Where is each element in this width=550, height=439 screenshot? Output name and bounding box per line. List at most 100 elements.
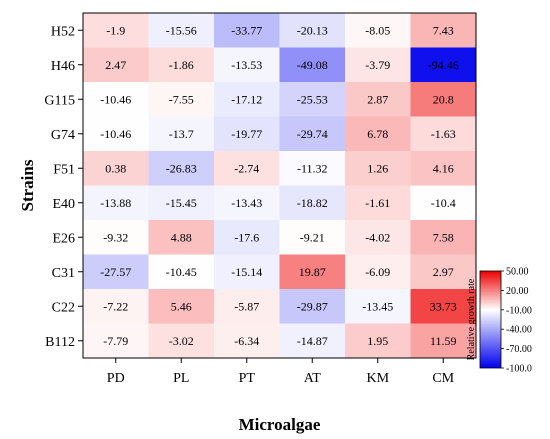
colorbar-tick-label: 50.00 [506, 267, 529, 278]
cell-value-label: -10.4 [431, 196, 456, 210]
heatmap-cells: -1.9 -15.56 -33.77 -20.13 -8.05 7.43 2.47 -1.86… [83, 13, 477, 359]
heatmap-cell [214, 82, 280, 117]
cell-value-label: 7.58 [433, 230, 454, 244]
cell-value-label: -6.09 [365, 265, 390, 279]
heatmap-cell [83, 185, 149, 221]
cell-value-label: -13.88 [100, 196, 131, 210]
cell-value-label: -4.02 [365, 230, 390, 244]
heatmap-cell [410, 151, 477, 186]
cell-value-label: -9.21 [300, 230, 325, 244]
heatmap-cell [83, 13, 149, 48]
heatmap-cell [214, 116, 280, 152]
heatmap-cell [410, 13, 477, 48]
cell-value-label: -13.45 [362, 299, 393, 313]
cell-value-label: 1.95 [367, 334, 388, 348]
cell-value-label: -10.46 [100, 127, 131, 141]
cell-value-label: -29.74 [297, 127, 328, 141]
cell-value-label: -3.79 [365, 58, 390, 72]
cell-value-label: -17.6 [234, 230, 259, 244]
cell-value-label: 33.73 [430, 299, 457, 313]
y-tick-label: F51 [53, 162, 75, 177]
heatmap-cell [148, 289, 215, 324]
cell-value-label: -18.82 [297, 196, 328, 210]
cell-value-label: -1.86 [169, 58, 194, 72]
cell-value-label: -1.61 [365, 196, 390, 210]
heatmap-cell [83, 82, 149, 117]
heatmap-cell [345, 323, 411, 359]
cell-value-label: 6.78 [367, 127, 388, 141]
heatmap-cell [279, 116, 346, 152]
cell-value-label: 0.38 [105, 161, 126, 175]
heatmap-cell [148, 13, 215, 48]
heatmap-cell [148, 82, 215, 117]
heatmap-cell [410, 116, 477, 152]
cell-value-label: -7.55 [169, 92, 194, 106]
cell-value-label: 2.47 [105, 58, 126, 72]
y-tick-label: E26 [52, 231, 75, 246]
heatmap-cell [148, 116, 215, 152]
heatmap-cell [83, 323, 149, 359]
heatmap-cell [83, 254, 149, 290]
heatmap-cell [214, 289, 280, 324]
y-axis-ticks: H52 H46 G115 G74 F51 E40 E26 C31 C22 B112 [44, 24, 83, 350]
heatmap-cell [83, 220, 149, 255]
colorbar-tick-label: -100.0 [506, 364, 532, 375]
cell-value-label: -17.12 [231, 92, 262, 106]
heatmap-cell [410, 47, 477, 83]
heatmap-cell [345, 47, 411, 83]
x-tick-label: AT [304, 371, 322, 386]
heatmap-cell [148, 254, 215, 290]
heatmap-cell [279, 185, 346, 221]
cell-value-label: -10.45 [166, 265, 197, 279]
heatmap-cell [148, 185, 215, 221]
heatmap-cell [279, 289, 346, 324]
cell-value-label: -11.32 [297, 161, 328, 175]
y-tick-label: C22 [52, 300, 75, 315]
cell-value-label: -10.46 [100, 92, 131, 106]
heatmap-cell [345, 116, 411, 152]
heatmap-cell [345, 82, 411, 117]
cell-value-label: 11.59 [430, 334, 457, 348]
cell-value-label: 20.8 [433, 92, 454, 106]
cell-value-label: -2.74 [234, 161, 259, 175]
colorbar-tick-label: 20.00 [506, 286, 529, 297]
cell-value-label: 2.87 [367, 92, 388, 106]
cell-value-label: -15.56 [166, 23, 197, 37]
cell-value-label: -33.77 [231, 23, 262, 37]
cell-value-label: -7.22 [103, 299, 128, 313]
cell-value-label: 7.43 [433, 23, 454, 37]
heatmap-cell [214, 254, 280, 290]
heatmap-cell [83, 151, 149, 186]
cell-value-label: -14.87 [297, 334, 328, 348]
cell-value-label: -7.79 [103, 334, 128, 348]
cell-value-label: -1.63 [431, 127, 456, 141]
y-tick-label: H46 [51, 59, 75, 74]
cell-value-label: -29.87 [297, 299, 328, 313]
heatmap-cell [410, 82, 477, 117]
cell-value-label: -5.87 [234, 299, 259, 313]
heatmap-cell [279, 47, 346, 83]
colorbar-tick-label: -40.00 [506, 325, 532, 336]
heatmap-cell [214, 151, 280, 186]
y-tick-label: G115 [44, 93, 75, 108]
y-tick-label: C31 [52, 266, 75, 281]
heatmap-cell [345, 151, 411, 186]
heatmap-cell [148, 151, 215, 186]
heatmap-cell [345, 289, 411, 324]
cell-value-label: 1.26 [367, 161, 388, 175]
cell-value-label: -1.9 [106, 23, 125, 37]
heatmap-cell [279, 82, 346, 117]
heatmap-cell [345, 220, 411, 255]
colorbar-gradient [479, 270, 502, 369]
cell-value-label: -9.32 [103, 230, 128, 244]
x-tick-label: PL [173, 371, 189, 386]
y-tick-label: E40 [52, 197, 75, 212]
heatmap-cell [410, 185, 477, 221]
heatmap-cell [214, 220, 280, 255]
cell-value-label: -94.46 [428, 58, 459, 72]
colorbar-ticks: 50.00 20.00 -10.00 -40.00 -70.00 -100.0 [501, 267, 532, 375]
y-tick-label: H52 [51, 24, 75, 39]
cell-value-label: -20.13 [297, 23, 328, 37]
cell-value-label: -15.14 [231, 265, 262, 279]
